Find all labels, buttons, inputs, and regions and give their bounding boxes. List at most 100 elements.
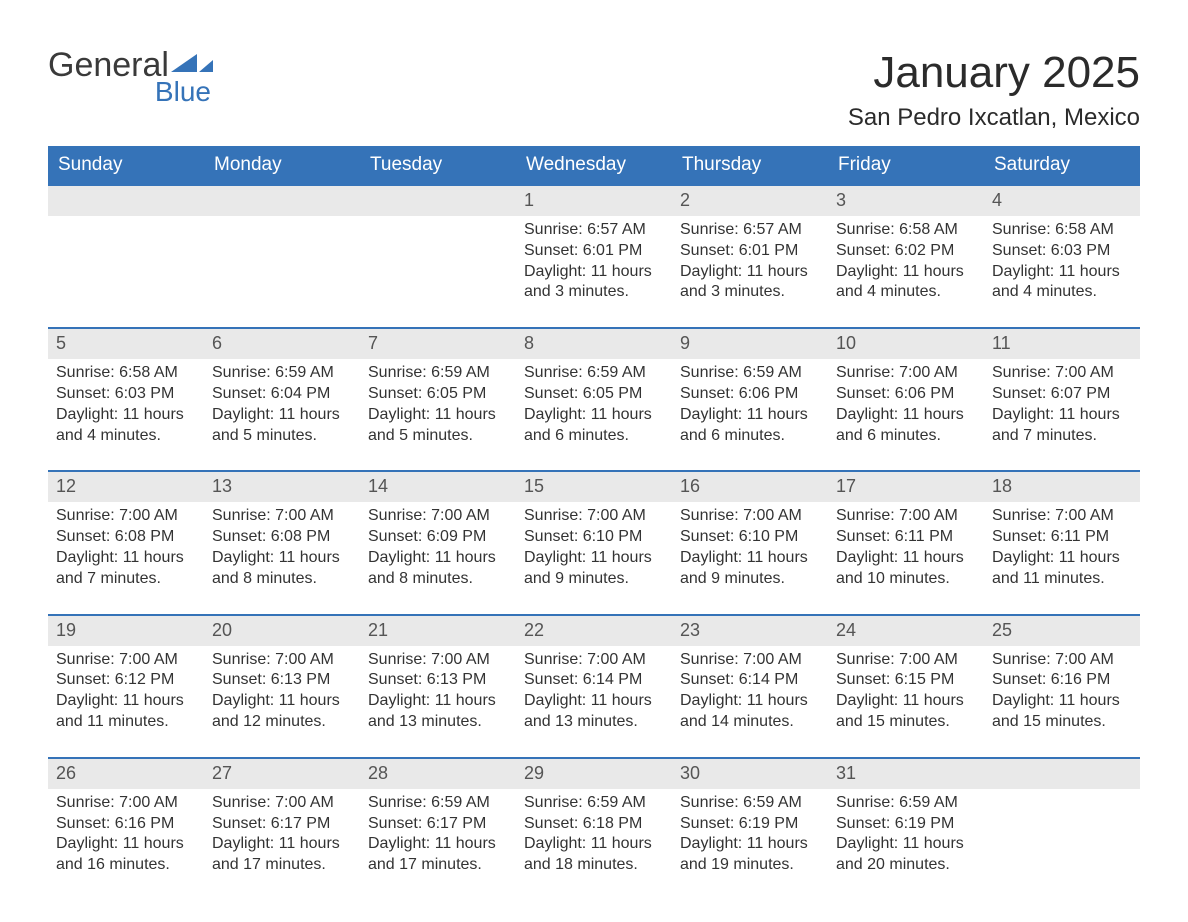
calendar-day-cell: 8Sunrise: 6:59 AMSunset: 6:05 PMDaylight… — [516, 329, 672, 452]
sunrise-text: Sunrise: 7:00 AM — [992, 650, 1132, 671]
daylight-text-line2: and 6 minutes. — [680, 426, 820, 447]
calendar-day-cell: 18Sunrise: 7:00 AMSunset: 6:11 PMDayligh… — [984, 472, 1140, 595]
calendar-day-cell: 3Sunrise: 6:58 AMSunset: 6:02 PMDaylight… — [828, 186, 984, 309]
daylight-text-line1: Daylight: 11 hours — [524, 834, 664, 855]
daylight-text-line2: and 4 minutes. — [836, 282, 976, 303]
calendar-day-cell: 12Sunrise: 7:00 AMSunset: 6:08 PMDayligh… — [48, 472, 204, 595]
sunrise-text: Sunrise: 7:00 AM — [836, 506, 976, 527]
sunset-text: Sunset: 6:08 PM — [56, 527, 196, 548]
daylight-text-line1: Daylight: 11 hours — [212, 834, 352, 855]
sunset-text: Sunset: 6:18 PM — [524, 814, 664, 835]
calendar-day-cell: 14Sunrise: 7:00 AMSunset: 6:09 PMDayligh… — [360, 472, 516, 595]
sunset-text: Sunset: 6:07 PM — [992, 384, 1132, 405]
sunset-text: Sunset: 6:04 PM — [212, 384, 352, 405]
daylight-text-line1: Daylight: 11 hours — [836, 262, 976, 283]
day-details: Sunrise: 6:58 AMSunset: 6:02 PMDaylight:… — [828, 216, 984, 309]
day-details: Sunrise: 6:59 AMSunset: 6:06 PMDaylight:… — [672, 359, 828, 452]
sunrise-text: Sunrise: 7:00 AM — [212, 506, 352, 527]
daylight-text-line2: and 11 minutes. — [992, 569, 1132, 590]
calendar-week-row: 26Sunrise: 7:00 AMSunset: 6:16 PMDayligh… — [48, 757, 1140, 882]
daylight-text-line1: Daylight: 11 hours — [680, 691, 820, 712]
day-number: 17 — [828, 472, 984, 502]
sunset-text: Sunset: 6:10 PM — [680, 527, 820, 548]
sunrise-text: Sunrise: 7:00 AM — [212, 650, 352, 671]
daylight-text-line1: Daylight: 11 hours — [56, 691, 196, 712]
daylight-text-line1: Daylight: 11 hours — [524, 405, 664, 426]
calendar-day-cell: 15Sunrise: 7:00 AMSunset: 6:10 PMDayligh… — [516, 472, 672, 595]
location: San Pedro Ixcatlan, Mexico — [848, 104, 1140, 132]
sunset-text: Sunset: 6:02 PM — [836, 241, 976, 262]
calendar-day-cell — [204, 186, 360, 309]
logo: General Blue — [48, 48, 213, 108]
daylight-text-line2: and 20 minutes. — [836, 855, 976, 876]
day-details: Sunrise: 6:59 AMSunset: 6:19 PMDaylight:… — [672, 789, 828, 882]
day-details: Sunrise: 7:00 AMSunset: 6:08 PMDaylight:… — [204, 502, 360, 595]
daylight-text-line2: and 4 minutes. — [992, 282, 1132, 303]
month-title: January 2025 — [848, 48, 1140, 98]
day-number — [204, 186, 360, 216]
day-details: Sunrise: 6:59 AMSunset: 6:05 PMDaylight:… — [360, 359, 516, 452]
calendar-day-cell: 17Sunrise: 7:00 AMSunset: 6:11 PMDayligh… — [828, 472, 984, 595]
weekday-header: Thursday — [672, 146, 828, 186]
calendar-day-cell: 16Sunrise: 7:00 AMSunset: 6:10 PMDayligh… — [672, 472, 828, 595]
day-number: 26 — [48, 759, 204, 789]
calendar-day-cell: 27Sunrise: 7:00 AMSunset: 6:17 PMDayligh… — [204, 759, 360, 882]
calendar-day-cell: 19Sunrise: 7:00 AMSunset: 6:12 PMDayligh… — [48, 616, 204, 739]
calendar-day-cell — [360, 186, 516, 309]
sunrise-text: Sunrise: 7:00 AM — [212, 793, 352, 814]
sunset-text: Sunset: 6:17 PM — [212, 814, 352, 835]
daylight-text-line1: Daylight: 11 hours — [368, 691, 508, 712]
day-number: 29 — [516, 759, 672, 789]
calendar-day-cell: 24Sunrise: 7:00 AMSunset: 6:15 PMDayligh… — [828, 616, 984, 739]
daylight-text-line1: Daylight: 11 hours — [992, 548, 1132, 569]
calendar-day-cell: 2Sunrise: 6:57 AMSunset: 6:01 PMDaylight… — [672, 186, 828, 309]
sunset-text: Sunset: 6:14 PM — [680, 670, 820, 691]
sunrise-text: Sunrise: 7:00 AM — [368, 650, 508, 671]
day-number: 3 — [828, 186, 984, 216]
day-details — [360, 216, 516, 300]
day-number: 10 — [828, 329, 984, 359]
weekday-header: Saturday — [984, 146, 1140, 186]
calendar-day-cell: 1Sunrise: 6:57 AMSunset: 6:01 PMDaylight… — [516, 186, 672, 309]
sunrise-text: Sunrise: 7:00 AM — [836, 363, 976, 384]
day-details: Sunrise: 7:00 AMSunset: 6:16 PMDaylight:… — [48, 789, 204, 882]
daylight-text-line2: and 15 minutes. — [992, 712, 1132, 733]
day-number: 23 — [672, 616, 828, 646]
sunset-text: Sunset: 6:03 PM — [56, 384, 196, 405]
daylight-text-line1: Daylight: 11 hours — [836, 834, 976, 855]
daylight-text-line1: Daylight: 11 hours — [368, 834, 508, 855]
calendar-day-cell: 20Sunrise: 7:00 AMSunset: 6:13 PMDayligh… — [204, 616, 360, 739]
calendar-day-cell: 4Sunrise: 6:58 AMSunset: 6:03 PMDaylight… — [984, 186, 1140, 309]
day-details: Sunrise: 6:59 AMSunset: 6:05 PMDaylight:… — [516, 359, 672, 452]
daylight-text-line1: Daylight: 11 hours — [992, 691, 1132, 712]
calendar-day-cell: 7Sunrise: 6:59 AMSunset: 6:05 PMDaylight… — [360, 329, 516, 452]
sunset-text: Sunset: 6:05 PM — [524, 384, 664, 405]
daylight-text-line2: and 10 minutes. — [836, 569, 976, 590]
daylight-text-line2: and 8 minutes. — [212, 569, 352, 590]
daylight-text-line1: Daylight: 11 hours — [680, 834, 820, 855]
sunrise-text: Sunrise: 6:58 AM — [56, 363, 196, 384]
day-details: Sunrise: 7:00 AMSunset: 6:17 PMDaylight:… — [204, 789, 360, 882]
daylight-text-line1: Daylight: 11 hours — [524, 548, 664, 569]
day-number: 9 — [672, 329, 828, 359]
calendar-day-cell: 6Sunrise: 6:59 AMSunset: 6:04 PMDaylight… — [204, 329, 360, 452]
sunrise-text: Sunrise: 6:59 AM — [368, 793, 508, 814]
sunrise-text: Sunrise: 7:00 AM — [836, 650, 976, 671]
sunrise-text: Sunrise: 6:59 AM — [524, 793, 664, 814]
daylight-text-line2: and 8 minutes. — [368, 569, 508, 590]
weekday-header: Sunday — [48, 146, 204, 186]
sunrise-text: Sunrise: 6:59 AM — [680, 363, 820, 384]
day-number: 24 — [828, 616, 984, 646]
sunset-text: Sunset: 6:15 PM — [836, 670, 976, 691]
sunrise-text: Sunrise: 7:00 AM — [56, 650, 196, 671]
day-number: 31 — [828, 759, 984, 789]
sunrise-text: Sunrise: 7:00 AM — [992, 506, 1132, 527]
day-number: 4 — [984, 186, 1140, 216]
day-details: Sunrise: 7:00 AMSunset: 6:10 PMDaylight:… — [672, 502, 828, 595]
sunrise-text: Sunrise: 6:58 AM — [992, 220, 1132, 241]
sunset-text: Sunset: 6:01 PM — [680, 241, 820, 262]
day-details: Sunrise: 7:00 AMSunset: 6:14 PMDaylight:… — [672, 646, 828, 739]
day-number — [360, 186, 516, 216]
sunset-text: Sunset: 6:08 PM — [212, 527, 352, 548]
day-details: Sunrise: 7:00 AMSunset: 6:10 PMDaylight:… — [516, 502, 672, 595]
